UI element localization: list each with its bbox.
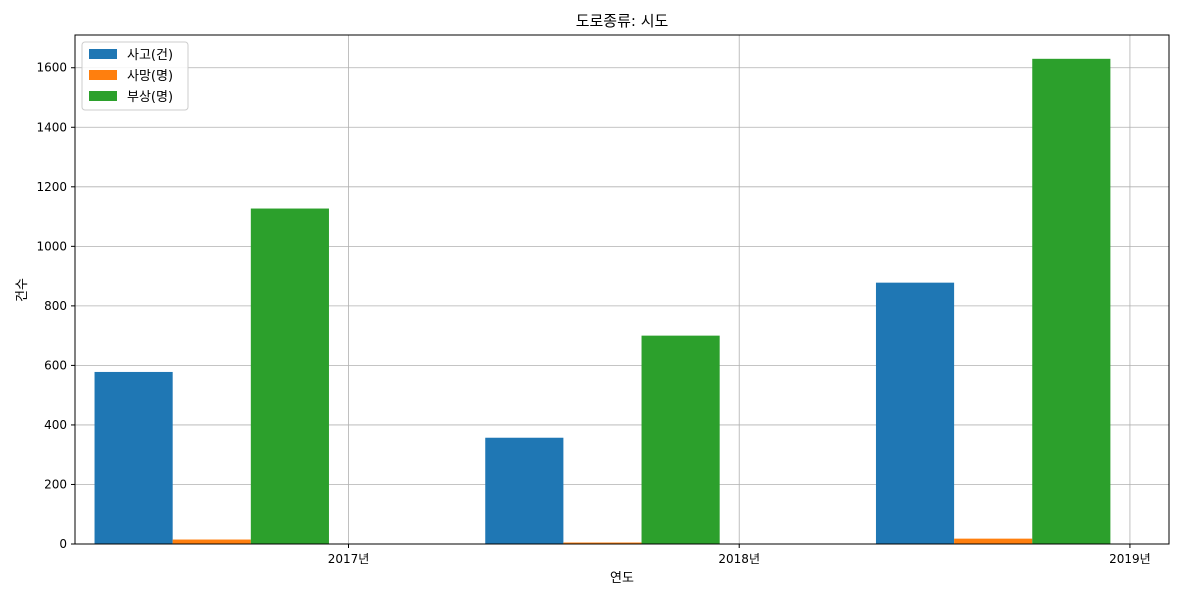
y-tick-label: 1600 <box>36 61 67 75</box>
bar-deaths <box>172 539 251 544</box>
y-tick-label: 1400 <box>36 120 67 134</box>
x-tick-label: 2017년 <box>328 552 370 566</box>
bars <box>94 58 1111 544</box>
bar-deaths <box>563 542 642 544</box>
legend-label: 사고(건) <box>127 48 173 63</box>
bar-accidents <box>485 437 564 544</box>
bar-injuries <box>641 335 720 544</box>
y-tick-label: 200 <box>44 477 67 491</box>
bar-deaths <box>954 538 1033 544</box>
y-axis-label: 건수 <box>15 278 30 302</box>
y-tick-label: 400 <box>44 418 67 432</box>
x-axis-label: 연도 <box>610 571 634 586</box>
x-tick-label: 2019년 <box>1109 552 1151 566</box>
bar-injuries <box>250 208 329 544</box>
bar-accidents <box>94 371 173 544</box>
plot-area <box>75 35 1169 544</box>
legend-label: 사망(명) <box>127 69 173 84</box>
bar-accidents <box>875 282 955 544</box>
chart-title: 도로종류: 시도 <box>576 12 669 30</box>
bar-injuries <box>1032 58 1111 544</box>
x-tick-label: 2018년 <box>718 552 760 566</box>
y-tick-label: 800 <box>44 299 67 313</box>
legend-label: 부상(명) <box>127 90 173 105</box>
y-tick-label: 600 <box>44 358 67 372</box>
y-tick-label: 0 <box>59 537 67 551</box>
legend-swatch <box>89 70 117 80</box>
y-tick-label: 1000 <box>36 239 67 253</box>
axes: 0 200 400 600 800 1000 1200 1400 1600 2017년 2018년 2… <box>36 61 1150 566</box>
legend-swatch <box>89 49 117 59</box>
y-tick-label: 1200 <box>36 180 67 194</box>
plot-frame <box>74 34 1170 545</box>
legend-swatch <box>89 91 117 101</box>
legend: 사고(건) 사망(명) 부상(명) <box>81 41 189 111</box>
